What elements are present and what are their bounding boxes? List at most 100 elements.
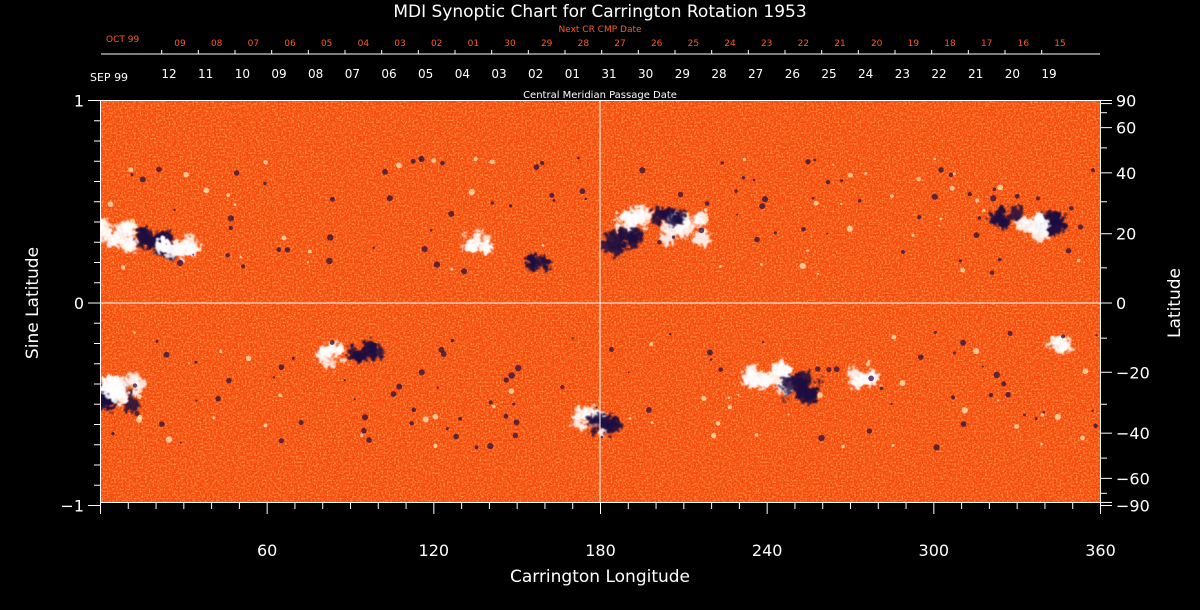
negative-speckle — [1007, 330, 1013, 336]
magnetic-features — [101, 155, 1098, 451]
positive-speckle — [754, 433, 759, 437]
negative-speckle — [263, 181, 267, 186]
negative-blob — [997, 206, 1004, 214]
x-tick-label: 120 — [419, 541, 450, 560]
next-cr-date-label: 23 — [761, 39, 772, 49]
negative-speckle — [868, 375, 874, 382]
next-cr-date-label: 05 — [321, 39, 332, 49]
positive-blob — [101, 229, 104, 241]
positive-speckle — [432, 413, 439, 420]
negative-speckle — [194, 360, 198, 364]
negative-speckle — [327, 234, 334, 241]
negative-speckle — [671, 235, 676, 239]
positive-speckle — [508, 388, 515, 394]
positive-blob — [1039, 223, 1050, 234]
negative-blob — [779, 386, 785, 392]
x-tick-label: 240 — [752, 541, 783, 560]
negative-speckle — [329, 340, 335, 345]
next-cr-date-label: 08 — [211, 39, 223, 49]
negative-speckle — [890, 402, 893, 406]
negative-speckle — [1023, 413, 1026, 417]
y-right-tick-label: −60 — [1116, 469, 1150, 488]
positive-speckle — [1076, 258, 1081, 263]
next-cr-date-label: 30 — [504, 39, 516, 49]
negative-speckle — [627, 371, 630, 374]
positive-speckle — [433, 443, 438, 448]
positive-speckle — [120, 265, 126, 270]
negative-speckle — [815, 366, 821, 372]
positive-speckle — [867, 359, 871, 363]
negative-speckle — [973, 232, 980, 238]
x-tick-label: 360 — [1085, 541, 1116, 560]
positive-blob — [571, 418, 581, 429]
positive-blob — [1028, 223, 1040, 235]
negative-speckle — [813, 158, 817, 162]
negative-speckle — [396, 383, 403, 390]
positive-speckle — [759, 263, 763, 266]
negative-speckle — [917, 215, 922, 220]
negative-blob — [528, 255, 540, 267]
negative-speckle — [278, 438, 284, 444]
negative-speckle — [577, 156, 580, 160]
positive-blob — [852, 373, 863, 384]
cmp-date-label: 12 — [161, 67, 176, 81]
positive-speckle — [799, 262, 806, 270]
negative-speckle — [386, 195, 393, 202]
negative-speckle — [139, 176, 146, 183]
negative-speckle — [1014, 193, 1020, 199]
positive-blob — [335, 344, 345, 355]
positive-speckle — [718, 264, 722, 268]
negative-speckle — [241, 264, 246, 269]
positive-speckle — [136, 416, 143, 423]
negative-speckle — [225, 253, 230, 258]
negative-blob — [781, 396, 787, 403]
positive-blob — [482, 243, 494, 254]
y-right-tick-label: 0 — [1116, 294, 1126, 313]
negative-speckle — [948, 172, 954, 178]
positive-speckle — [281, 235, 287, 241]
negative-speckle — [639, 167, 646, 174]
negative-speckle — [195, 399, 198, 402]
negative-speckle — [605, 417, 610, 423]
y-left-tick-label: −1 — [60, 497, 84, 516]
positive-speckle — [450, 267, 454, 271]
positive-speckle — [996, 399, 1000, 402]
positive-speckle — [1040, 442, 1043, 446]
negative-speckle — [958, 259, 962, 263]
positive-speckle — [890, 194, 894, 198]
negative-speckle — [433, 261, 441, 268]
negative-speckle — [805, 159, 811, 165]
negative-speckle — [917, 354, 924, 360]
negative-speckle — [761, 340, 765, 344]
positive-speckle — [841, 444, 845, 449]
negative-speckle — [490, 201, 495, 205]
positive-blob — [578, 423, 585, 430]
cmp-date-label: 20 — [1005, 67, 1020, 81]
positive-blob — [186, 243, 199, 256]
negative-speckle — [419, 158, 422, 161]
negative-speckle — [448, 210, 455, 217]
cmp-date-label: 10 — [235, 67, 250, 81]
cmp-date-label: 05 — [418, 67, 433, 81]
negative-speckle — [752, 178, 756, 182]
negative-speckle — [1042, 411, 1045, 414]
positive-blob — [471, 234, 483, 246]
negative-blob — [990, 214, 1002, 226]
positive-speckle — [933, 157, 937, 161]
positive-speckle — [1054, 413, 1061, 420]
negative-speckle — [579, 188, 586, 195]
negative-speckle — [600, 435, 604, 439]
positive-speckle — [702, 216, 709, 223]
positive-speckle — [806, 249, 809, 253]
positive-blob — [620, 212, 633, 225]
negative-speckle — [410, 158, 416, 164]
positive-speckle — [650, 421, 654, 424]
negative-speckle — [990, 195, 997, 202]
positive-blob — [693, 229, 711, 247]
next-cr-date-label: 18 — [944, 39, 956, 49]
positive-speckle — [615, 211, 619, 215]
positive-speckle — [832, 163, 835, 166]
negative-blob — [663, 208, 672, 217]
positive-speckle — [468, 188, 475, 196]
negative-speckle — [291, 356, 295, 360]
